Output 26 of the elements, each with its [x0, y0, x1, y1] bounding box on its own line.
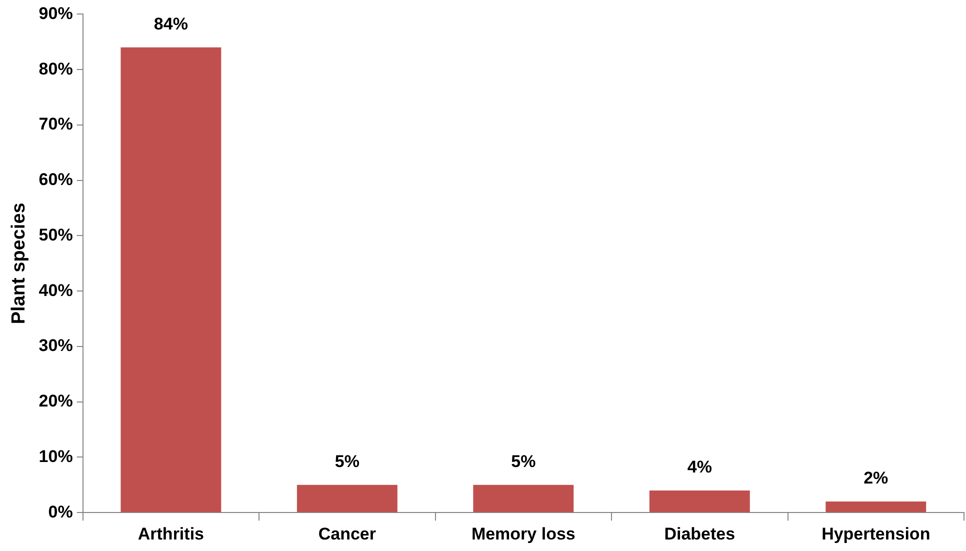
bar [826, 502, 926, 512]
y-tick-label: 90% [38, 4, 73, 23]
x-tick-label: Diabetes [664, 524, 736, 544]
data-label: 4% [687, 458, 712, 477]
data-label: 2% [864, 468, 888, 488]
y-tick-label: 10% [38, 446, 73, 466]
bar [649, 490, 750, 512]
y-axis-title: Plant species [8, 202, 30, 324]
x-tick-label: Hypertension [822, 524, 930, 544]
x-tick-label: Arthritis [138, 524, 204, 544]
bar [120, 47, 222, 512]
data-label: 5% [334, 452, 360, 472]
y-tick-label: 70% [38, 114, 73, 134]
y-tick-label: 80% [38, 59, 73, 78]
y-tick-label: 60% [38, 170, 73, 190]
y-tick-label: 30% [38, 336, 73, 356]
data-label: 5% [511, 452, 536, 472]
x-tick-label: Cancer [318, 524, 376, 544]
y-tick-label: 40% [38, 280, 73, 300]
y-tick-label: 20% [38, 392, 73, 411]
data-label: 84% [154, 14, 188, 34]
y-tick-label: 50% [38, 225, 73, 244]
y-tick-label: 0% [48, 502, 73, 522]
bar [473, 484, 574, 512]
bar [296, 484, 398, 512]
x-tick-label: Memory loss [471, 524, 576, 544]
